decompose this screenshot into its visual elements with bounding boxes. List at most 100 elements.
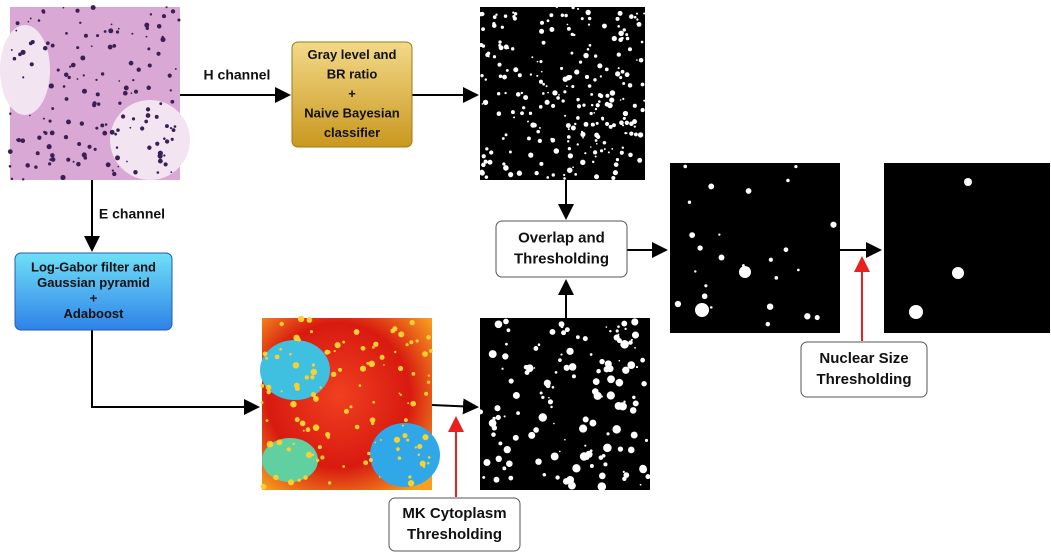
- speckle: [710, 306, 713, 309]
- speckle: [607, 375, 615, 383]
- speckle: [628, 340, 632, 344]
- speckle: [552, 386, 555, 389]
- speckle: [299, 320, 301, 322]
- speckle: [485, 175, 489, 179]
- speckle: [485, 147, 488, 150]
- speckle: [629, 132, 633, 136]
- speckle: [73, 161, 75, 163]
- speckle: [514, 12, 517, 15]
- speckle: [509, 378, 514, 383]
- speckle: [719, 255, 725, 261]
- speckle: [420, 461, 426, 467]
- speckle: [628, 83, 632, 87]
- speckle: [483, 459, 490, 466]
- speckle: [498, 40, 501, 43]
- speckle: [407, 402, 409, 404]
- speckle: [150, 13, 152, 15]
- speckle: [528, 153, 533, 158]
- speckle: [572, 166, 574, 168]
- speckle: [100, 123, 104, 127]
- speckle: [80, 56, 85, 61]
- speckle: [611, 148, 613, 150]
- speckle: [369, 361, 375, 367]
- speckle: [585, 75, 589, 79]
- speckle: [577, 143, 579, 145]
- speckle: [428, 456, 431, 459]
- speckle: [504, 446, 511, 453]
- speckle: [621, 321, 627, 327]
- speckle: [171, 9, 175, 13]
- speckle: [605, 94, 609, 98]
- speckle: [641, 381, 646, 386]
- speckle: [540, 391, 543, 394]
- speckle: [609, 125, 613, 129]
- speckle: [580, 452, 588, 460]
- speckle: [550, 138, 553, 141]
- speckle: [623, 471, 625, 473]
- speckle: [34, 165, 37, 168]
- speckle: [112, 169, 114, 171]
- speckle: [165, 139, 169, 143]
- speckle: [366, 362, 369, 365]
- speckle: [558, 94, 560, 96]
- speckle: [598, 93, 602, 97]
- speckle: [71, 63, 76, 68]
- speckle: [616, 379, 624, 387]
- speckle: [591, 104, 593, 106]
- speckle: [964, 178, 972, 186]
- speckle: [614, 162, 619, 167]
- speckle: [116, 146, 118, 148]
- speckle: [594, 174, 599, 179]
- node-label: +: [348, 86, 356, 101]
- speckle: [596, 103, 600, 107]
- speckle: [645, 439, 648, 442]
- speckle: [625, 121, 629, 125]
- speckle: [538, 343, 541, 346]
- speckle: [582, 137, 584, 139]
- speckle: [830, 222, 836, 228]
- speckle: [83, 156, 87, 160]
- speckle: [502, 137, 505, 140]
- speckle: [21, 50, 26, 55]
- speckle: [359, 384, 362, 387]
- speckle: [344, 409, 349, 414]
- speckle: [164, 162, 168, 166]
- speckle: [618, 31, 624, 37]
- node-label: Thresholding: [817, 371, 912, 388]
- speckle: [531, 56, 533, 58]
- speckle: [394, 437, 400, 443]
- node-label: Thresholding: [407, 526, 502, 543]
- speckle: [158, 159, 163, 164]
- speckle: [622, 147, 624, 149]
- speckle: [37, 136, 41, 140]
- speckle: [535, 171, 539, 175]
- speckle: [422, 434, 428, 440]
- speckle: [402, 425, 404, 427]
- speckle: [428, 374, 430, 376]
- speckle: [634, 133, 638, 137]
- speckle: [306, 452, 312, 458]
- speckle: [605, 122, 609, 126]
- speckle: [590, 93, 593, 96]
- speckle: [516, 92, 521, 97]
- speckle: [267, 441, 274, 448]
- speckle: [105, 123, 108, 126]
- speckle: [418, 454, 420, 456]
- speckle: [603, 462, 607, 466]
- speckle: [549, 13, 553, 17]
- speckle: [632, 332, 639, 339]
- speckle: [275, 355, 280, 360]
- speckle: [63, 7, 65, 9]
- speckle: [600, 149, 603, 152]
- speckle: [541, 71, 543, 73]
- speckle: [545, 100, 550, 105]
- speckle: [146, 107, 150, 111]
- speckle: [64, 135, 68, 139]
- speckle: [636, 366, 638, 368]
- speckle: [8, 149, 13, 154]
- speckle: [571, 126, 576, 131]
- speckle: [513, 67, 518, 72]
- speckle: [517, 171, 522, 176]
- speckle: [9, 165, 12, 168]
- speckle: [112, 172, 116, 176]
